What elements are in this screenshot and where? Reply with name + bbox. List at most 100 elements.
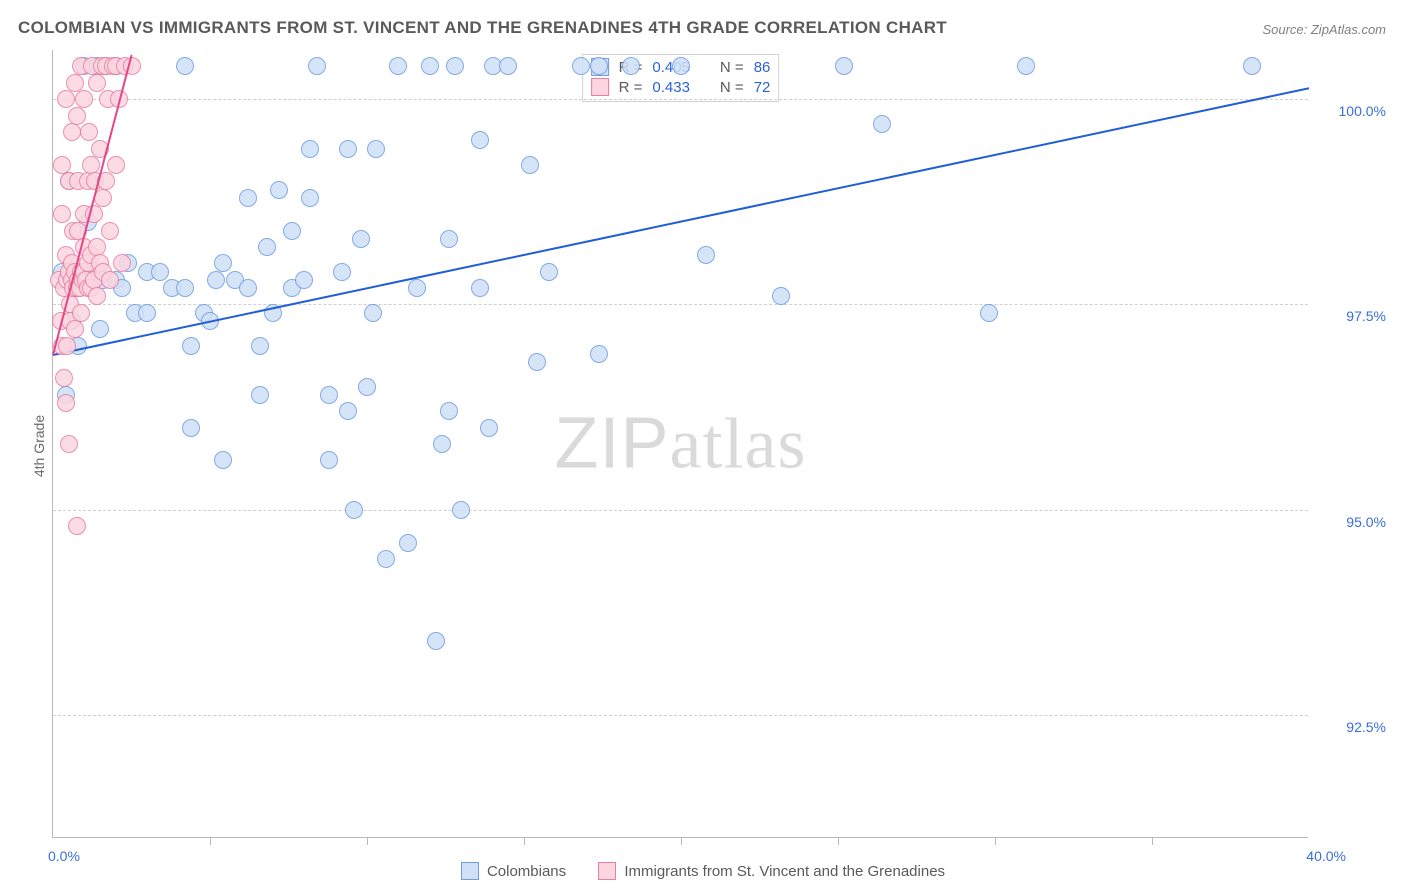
legend-item-series2: Immigrants from St. Vincent and the Gren… xyxy=(598,862,945,880)
marker-series2 xyxy=(75,90,93,108)
y-tick-label: 92.5% xyxy=(1346,719,1386,735)
y-tick-label: 95.0% xyxy=(1346,514,1386,530)
marker-series1 xyxy=(251,337,269,355)
marker-series1 xyxy=(308,57,326,75)
source-attribution: Source: ZipAtlas.com xyxy=(1262,22,1386,37)
gridline xyxy=(53,510,1308,511)
marker-series1 xyxy=(980,304,998,322)
marker-series2 xyxy=(58,337,76,355)
marker-series1 xyxy=(377,550,395,568)
marker-series1 xyxy=(207,271,225,289)
x-tick xyxy=(210,837,211,845)
marker-series1 xyxy=(352,230,370,248)
chart-title: COLOMBIAN VS IMMIGRANTS FROM ST. VINCENT… xyxy=(18,18,947,38)
marker-series1 xyxy=(283,222,301,240)
marker-series1 xyxy=(295,271,313,289)
marker-series1 xyxy=(590,345,608,363)
marker-series1 xyxy=(301,140,319,158)
marker-series1 xyxy=(471,131,489,149)
marker-series1 xyxy=(521,156,539,174)
legend-swatch-series2 xyxy=(598,862,616,880)
marker-series1 xyxy=(835,57,853,75)
x-tick xyxy=(367,837,368,845)
marker-series1 xyxy=(499,57,517,75)
marker-series1 xyxy=(540,263,558,281)
marker-series1 xyxy=(176,279,194,297)
marker-series1 xyxy=(138,304,156,322)
gridline xyxy=(53,304,1308,305)
marker-series1 xyxy=(873,115,891,133)
marker-series1 xyxy=(239,279,257,297)
stats-row-series2: R = 0.433 N = 72 xyxy=(591,77,771,97)
gridline xyxy=(53,99,1308,100)
x-tick xyxy=(838,837,839,845)
plot-area: ZIPatlas R = 0.405 N = 86 R = 0.433 N = … xyxy=(52,50,1308,838)
marker-series1 xyxy=(214,254,232,272)
marker-series1 xyxy=(151,263,169,281)
watermark: ZIPatlas xyxy=(555,402,807,485)
marker-series2 xyxy=(88,238,106,256)
marker-series1 xyxy=(572,57,590,75)
x-tick xyxy=(524,837,525,845)
marker-series1 xyxy=(258,238,276,256)
x-tick xyxy=(681,837,682,845)
y-tick-label: 100.0% xyxy=(1339,103,1386,119)
marker-series1 xyxy=(528,353,546,371)
marker-series1 xyxy=(251,386,269,404)
marker-series1 xyxy=(672,57,690,75)
marker-series1 xyxy=(182,337,200,355)
marker-series2 xyxy=(68,517,86,535)
marker-series1 xyxy=(433,435,451,453)
y-axis-label: 4th Grade xyxy=(31,415,47,477)
marker-series1 xyxy=(1017,57,1035,75)
marker-series2 xyxy=(88,287,106,305)
marker-series1 xyxy=(320,386,338,404)
marker-series1 xyxy=(320,451,338,469)
marker-series1 xyxy=(358,378,376,396)
x-tick xyxy=(995,837,996,845)
chart-container: COLOMBIAN VS IMMIGRANTS FROM ST. VINCENT… xyxy=(0,0,1406,892)
marker-series2 xyxy=(94,189,112,207)
marker-series1 xyxy=(389,57,407,75)
marker-series2 xyxy=(63,123,81,141)
marker-series1 xyxy=(772,287,790,305)
marker-series2 xyxy=(72,304,90,322)
marker-series1 xyxy=(239,189,257,207)
marker-series2 xyxy=(66,74,84,92)
marker-series1 xyxy=(182,419,200,437)
marker-series1 xyxy=(91,320,109,338)
marker-series1 xyxy=(399,534,417,552)
marker-series1 xyxy=(622,57,640,75)
marker-series1 xyxy=(1243,57,1261,75)
marker-series1 xyxy=(214,451,232,469)
marker-series2 xyxy=(53,205,71,223)
marker-series1 xyxy=(427,632,445,650)
marker-series1 xyxy=(440,402,458,420)
bottom-legend: Colombians Immigrants from St. Vincent a… xyxy=(0,862,1406,884)
marker-series2 xyxy=(101,222,119,240)
marker-series1 xyxy=(446,57,464,75)
marker-series1 xyxy=(408,279,426,297)
legend-item-series1: Colombians xyxy=(461,862,566,880)
marker-series2 xyxy=(66,320,84,338)
marker-series2 xyxy=(80,123,98,141)
marker-series1 xyxy=(364,304,382,322)
marker-series2 xyxy=(68,107,86,125)
x-tick xyxy=(1152,837,1153,845)
marker-series1 xyxy=(345,501,363,519)
marker-series1 xyxy=(333,263,351,281)
legend-swatch-series1 xyxy=(461,862,479,880)
marker-series1 xyxy=(367,140,385,158)
marker-series1 xyxy=(697,246,715,264)
marker-series2 xyxy=(82,156,100,174)
marker-series2 xyxy=(53,156,71,174)
marker-series2 xyxy=(57,394,75,412)
marker-series1 xyxy=(590,57,608,75)
gridline xyxy=(53,715,1308,716)
marker-series2 xyxy=(88,74,106,92)
marker-series1 xyxy=(480,419,498,437)
marker-series2 xyxy=(57,90,75,108)
marker-series1 xyxy=(301,189,319,207)
marker-series1 xyxy=(440,230,458,248)
swatch-series2 xyxy=(591,78,609,96)
